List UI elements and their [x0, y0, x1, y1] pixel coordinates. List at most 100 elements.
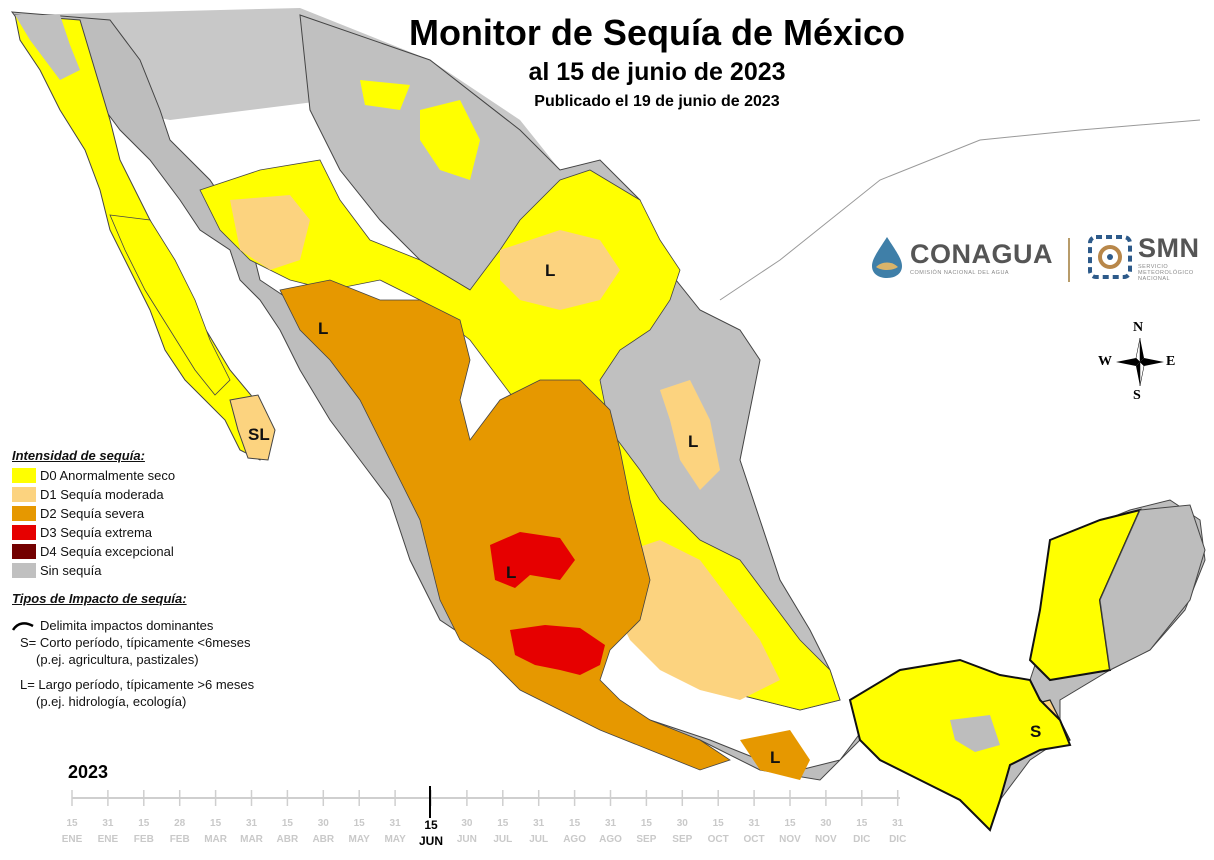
timeline-month-label: OCT: [743, 834, 765, 845]
timeline-day-label: 15: [66, 818, 78, 829]
published-date: Publicado el 19 de junio de 2023: [534, 93, 780, 110]
timeline-day-label: 15: [138, 818, 150, 829]
timeline-month-label: AGO: [563, 834, 586, 845]
legend-label: D3 Sequía extrema: [40, 525, 153, 540]
legend-item: D3 Sequía extrema: [12, 523, 312, 542]
timeline-month-label: DIC: [853, 834, 871, 845]
impact-label-yucatan: S: [1030, 722, 1041, 741]
timeline-day-label: 31: [892, 818, 904, 829]
legend-item: D1 Sequía moderada: [12, 485, 312, 504]
timeline-day-label: 28: [174, 818, 186, 829]
timeline-day-label: 31: [102, 818, 114, 829]
legend-swatch: [12, 525, 36, 540]
conagua-name: CONAGUA: [910, 238, 1053, 269]
d2-areas: [279, 279, 810, 780]
impact-short-label: S= Corto período, típicamente <6meses: [20, 635, 251, 650]
timeline-day-label: 15: [281, 818, 293, 829]
timeline-day-label: 30: [317, 818, 329, 829]
smn-subtitle-3: NACIONAL: [1138, 275, 1171, 282]
timeline-year: 2023: [68, 762, 109, 782]
smn-logo: SMN SERVICIO METEOROLÓGICO NACIONAL: [1088, 232, 1200, 282]
compass-north: N: [1133, 320, 1144, 335]
timeline-day-label: 30: [676, 818, 688, 829]
conagua-drop-icon: [872, 237, 902, 278]
timeline-day-label: 31: [533, 818, 545, 829]
timeline-axis: [71, 786, 900, 818]
timeline-day-label: 15: [856, 818, 868, 829]
timeline-day-label: 15: [712, 818, 724, 829]
legend-label: D1 Sequía moderada: [40, 487, 164, 502]
timeline-day-label: 15: [497, 818, 509, 829]
timeline-month-label: ENE: [97, 834, 119, 845]
impact-long-label: L= Largo período, típicamente >6 meses: [20, 677, 255, 692]
legend-item: D4 Sequía excepcional: [12, 542, 312, 561]
yucatan-peninsula: [848, 504, 1206, 832]
timeline-month-label: FEB: [169, 834, 190, 845]
impact-label-oaxaca: L: [770, 748, 780, 767]
timeline-month-label: JUN: [456, 834, 477, 845]
timeline-month-label: ABR: [276, 834, 299, 845]
timeline-day-label: 15: [784, 818, 796, 829]
legend-label: D4 Sequía excepcional: [40, 544, 174, 559]
impact-label-nuevo-leon: L: [688, 432, 698, 451]
timeline-month-label: NOV: [779, 834, 801, 845]
timeline-month-label: ABR: [312, 834, 335, 845]
compass-west: W: [1098, 354, 1112, 369]
timeline-month-label: OCT: [707, 834, 729, 845]
timeline-month-label: FEB: [133, 834, 154, 845]
compass-south: S: [1133, 388, 1141, 403]
timeline-day-label: 15: [640, 818, 652, 829]
legend-label: Sin sequía: [40, 563, 102, 578]
timeline-month-label: JUN: [418, 834, 443, 848]
conagua-logo: CONAGUA COMISIÓN NACIONAL DEL AGUA: [868, 232, 1053, 282]
smn-subtitle-1: SERVICIO: [1138, 263, 1169, 270]
legend-item: D2 Sequía severa: [12, 504, 312, 523]
smn-spiral-icon: [1088, 235, 1132, 279]
legend-title: Intensidad de sequía:: [12, 448, 145, 463]
d3-areas: [490, 532, 605, 675]
compass-rose-icon: [1116, 337, 1164, 387]
map-title: Monitor de Sequía de México: [408, 12, 906, 53]
map-subtitle: al 15 de junio de 2023: [528, 58, 786, 86]
impact-label-sinaloa: L: [318, 319, 328, 338]
impact-label-bcs: SL: [248, 425, 270, 444]
smn-name: SMN: [1138, 232, 1200, 263]
impact-legend-title: Tipos de Impacto de sequía:: [12, 591, 187, 606]
legend-item: D0 Anormalmente seco: [12, 466, 312, 485]
gulf-coastline: [719, 119, 1201, 301]
smn-subtitle-2: METEOROLÓGICO: [1138, 269, 1194, 276]
impact-label-jalisco: L: [506, 563, 516, 582]
timeline-day-label: 15: [353, 818, 365, 829]
legend-item: Sin sequía: [12, 561, 312, 580]
timeline-labels: 15 ENE 31 ENE 15 FEB 28 FEB 15 MAR 31 MAR 15 ABR 30 ABR…: [0, 818, 1214, 858]
legend-label: D2 Sequía severa: [40, 506, 145, 521]
timeline-month-label: JUL: [493, 834, 513, 845]
timeline-day-label: 15: [210, 818, 222, 829]
impact-legend: Tipos de Impacto de sequía: Delimita imp…: [12, 590, 342, 710]
impact-short-example: (p.ej. agricultura, pastizales): [36, 652, 199, 667]
legend-label: D0 Anormalmente seco: [40, 468, 176, 483]
timeline-day-label: 30: [820, 818, 832, 829]
conagua-subtitle: COMISIÓN NACIONAL DEL AGUA: [910, 269, 1010, 276]
timeline-month-label: NOV: [815, 834, 837, 845]
timeline-day-label: 31: [604, 818, 617, 829]
us-border-region: [20, 8, 560, 190]
impact-line-label: Delimita impactos dominantes: [40, 618, 214, 633]
timeline-month-label: MAY: [348, 834, 370, 845]
timeline-day-label: 15: [569, 818, 581, 829]
timeline-day-label: 30: [461, 818, 473, 829]
timeline-month-label: MAR: [240, 834, 263, 845]
timeline-day-label: 15: [424, 818, 438, 832]
timeline-month-label: ENE: [61, 834, 83, 845]
timeline-month-label: DIC: [889, 834, 907, 845]
logo-divider: [1068, 238, 1070, 282]
legend-swatch: [12, 506, 36, 521]
legend-swatch: [12, 487, 36, 502]
timeline-month-label: MAR: [204, 834, 227, 845]
compass-east: E: [1166, 354, 1176, 369]
impact-line-icon: [12, 621, 34, 631]
timeline-day-label: 31: [389, 818, 401, 829]
timeline-month-label: SEP: [636, 834, 657, 845]
drought-legend: Intensidad de sequía: D0 Anormalmente se…: [12, 448, 312, 580]
